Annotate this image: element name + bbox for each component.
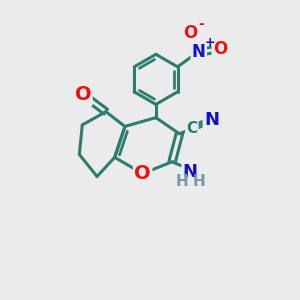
Text: +: + (205, 36, 215, 49)
Text: O: O (134, 164, 151, 183)
Text: N: N (204, 111, 219, 129)
Text: N: N (192, 43, 206, 61)
Text: H: H (176, 174, 188, 189)
Text: C: C (186, 121, 197, 136)
Text: H: H (192, 174, 205, 189)
Text: -: - (198, 17, 204, 31)
Text: O: O (213, 40, 227, 58)
Text: O: O (75, 85, 91, 104)
Text: O: O (183, 24, 197, 42)
Text: N: N (183, 163, 198, 181)
